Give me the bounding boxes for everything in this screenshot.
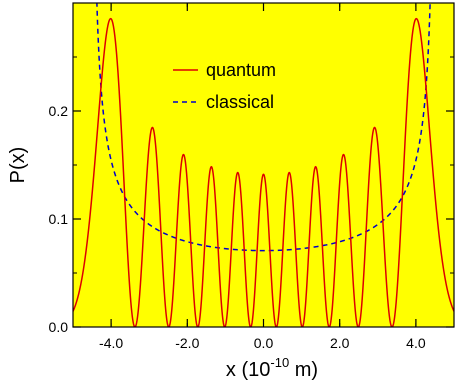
- legend-label-quantum: quantum: [206, 60, 276, 80]
- x-tick-label: -4.0: [99, 335, 123, 351]
- x-axis-label: x (10-10 m): [226, 355, 318, 381]
- x-tick-label: -2.0: [175, 335, 199, 351]
- plot-background: [73, 3, 454, 327]
- y-tick-label: 0.1: [49, 211, 69, 227]
- tick-layer: -4.0 -2.0 0.0 2.0 4.0 0.0 0.1 0.2: [49, 3, 454, 351]
- y-axis-label: P(x): [7, 147, 29, 184]
- series-line-classical: [96, 3, 431, 252]
- legend: quantum classical: [173, 60, 276, 112]
- series-line-quantum: [73, 17, 454, 327]
- x-tick-label: 4.0: [406, 335, 426, 351]
- x-axis-label-suffix: m): [289, 359, 318, 381]
- series-layer: [73, 3, 454, 327]
- legend-label-classical: classical: [206, 92, 274, 112]
- y-tick-label: 0.0: [49, 319, 69, 335]
- x-axis-label-exponent: -10: [270, 355, 289, 370]
- x-tick-label: 2.0: [330, 335, 350, 351]
- x-tick-label: 0.0: [254, 335, 274, 351]
- y-tick-label: 0.2: [49, 103, 69, 119]
- x-axis-label-base: x (10: [226, 359, 270, 381]
